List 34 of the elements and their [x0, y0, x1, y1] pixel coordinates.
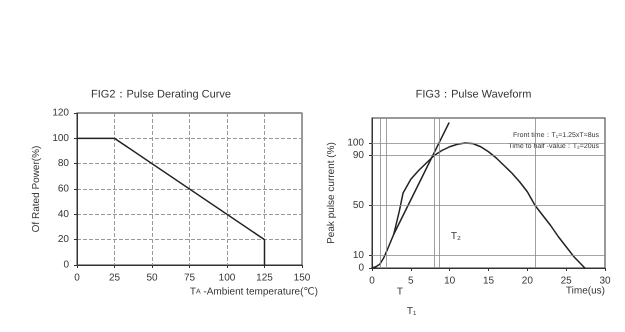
x-tick-label: 5: [408, 276, 414, 286]
x-tick-label: 50: [146, 272, 158, 284]
y-tick-label: 80: [58, 158, 70, 170]
text: T: [396, 286, 404, 298]
x-tick-label: 30: [599, 276, 611, 286]
x-tick-label: 20: [522, 276, 534, 286]
y-tick-label: 90: [352, 150, 364, 161]
x-tick-label: 25: [108, 272, 120, 284]
chart-title: FIG2：Pulse Derating Curve: [91, 88, 231, 100]
x-tick-label: 100: [218, 272, 236, 284]
x-tick-label: 125: [256, 272, 274, 284]
y-tick-label: 50: [352, 200, 364, 211]
annotation: T₂: [450, 231, 461, 242]
y-tick-label: 0: [358, 262, 364, 274]
y-tick-label: 10: [352, 250, 364, 261]
x-tick-label: 150: [294, 272, 311, 284]
text: T₁: [406, 306, 417, 317]
x-tick-label: 25: [560, 276, 572, 286]
x-tick-label: 75: [184, 272, 196, 284]
chart-title: FIG3：Pulse Waveform: [416, 88, 532, 100]
y-tick-label: 100: [347, 138, 364, 148]
y-tick-label: 120: [52, 108, 70, 118]
y-tick-label: 0: [63, 260, 70, 270]
x-tick-label: 0: [369, 276, 376, 286]
x-axis-title: Time(us): [566, 286, 606, 296]
x-tick-label: 15: [482, 276, 494, 286]
y-axis-title: Of Rated Power(%): [30, 146, 42, 232]
y-axis-title: Peak pulse current (%): [326, 142, 337, 244]
y-tick-label: 20: [58, 234, 70, 246]
y-tick-label: 40: [58, 208, 70, 220]
y-tick-label: 60: [58, 184, 70, 194]
y-tick-label: 100: [52, 132, 70, 144]
x-tick-label: 10: [444, 276, 456, 286]
x-tick-label: 0: [74, 272, 80, 284]
